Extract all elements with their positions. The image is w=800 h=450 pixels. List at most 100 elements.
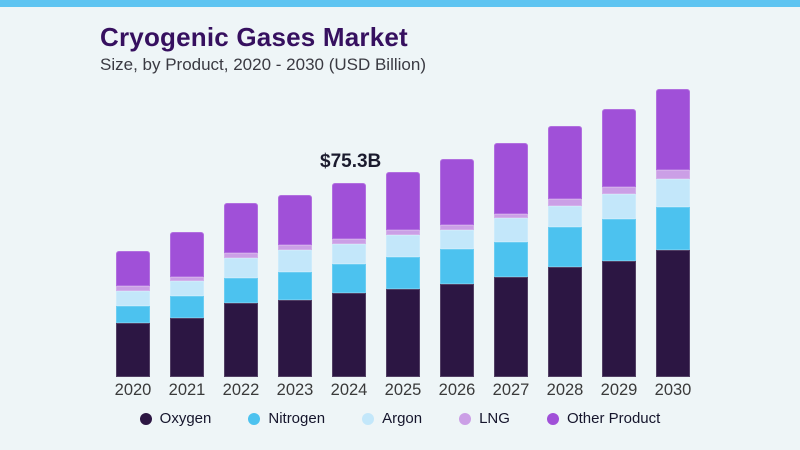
stacked-bar-2020[interactable] (116, 251, 150, 377)
legend-item-other-product[interactable]: Other Product (546, 410, 661, 427)
stacked-bar-2025[interactable] (386, 172, 420, 377)
segment-other-product-2024[interactable] (332, 183, 366, 239)
segment-nitrogen-2022[interactable] (224, 277, 258, 303)
segment-lng-2023[interactable] (278, 244, 312, 250)
segment-argon-2023[interactable] (278, 249, 312, 272)
x-axis-label-2021: 2021 (168, 381, 206, 399)
x-axis-label-2030: 2030 (654, 381, 692, 399)
bar-column-2020: 2020 (114, 251, 152, 400)
segment-oxygen-2027[interactable] (494, 277, 528, 377)
segment-oxygen-2022[interactable] (224, 302, 258, 377)
bar-column-2028: 2028 (546, 125, 584, 400)
segment-nitrogen-2023[interactable] (278, 271, 312, 300)
segment-lng-2020[interactable] (116, 286, 150, 292)
segment-argon-2025[interactable] (386, 235, 420, 257)
segment-argon-2030[interactable] (656, 178, 690, 207)
segment-other-product-2025[interactable] (386, 172, 420, 231)
legend-label: Oxygen (159, 410, 212, 427)
segment-nitrogen-2028[interactable] (548, 227, 582, 267)
segment-other-product-2027[interactable] (494, 143, 528, 214)
stacked-bar-2021[interactable] (170, 232, 204, 377)
segment-lng-2030[interactable] (656, 169, 690, 179)
page-subtitle: Size, by Product, 2020 - 2030 (USD Billi… (100, 55, 426, 74)
bar-column-2023: 2023 (276, 194, 314, 400)
segment-oxygen-2026[interactable] (440, 283, 474, 377)
stacked-bar-2023[interactable] (278, 194, 312, 377)
legend-dot-other-product (546, 412, 559, 425)
segment-other-product-2030[interactable] (656, 88, 690, 170)
x-axis-label-2026: 2026 (438, 381, 476, 399)
stacked-bar-2022[interactable] (224, 203, 258, 377)
segment-other-product-2021[interactable] (170, 232, 204, 277)
segment-other-product-2026[interactable] (440, 158, 474, 225)
segment-nitrogen-2030[interactable] (656, 207, 690, 250)
segment-argon-2027[interactable] (494, 218, 528, 242)
segment-argon-2022[interactable] (224, 257, 258, 278)
segment-nitrogen-2027[interactable] (494, 241, 528, 278)
segment-nitrogen-2026[interactable] (440, 248, 474, 284)
segment-oxygen-2023[interactable] (278, 299, 312, 377)
bar-column-2030: 2030 (654, 88, 692, 400)
segment-other-product-2022[interactable] (224, 203, 258, 253)
legend-label: Other Product (566, 410, 661, 427)
segment-other-product-2028[interactable] (548, 125, 582, 199)
bar-column-2022: 2022 (223, 203, 259, 400)
x-axis-label-2025: 2025 (384, 381, 422, 399)
legend-label: Argon (382, 410, 423, 427)
segment-other-product-2020[interactable] (116, 251, 150, 287)
segment-oxygen-2021[interactable] (170, 317, 204, 377)
segment-oxygen-2028[interactable] (548, 267, 582, 377)
x-axis-label-2023: 2023 (276, 381, 314, 399)
legend-item-argon[interactable]: Argon (362, 410, 422, 427)
segment-nitrogen-2020[interactable] (116, 305, 150, 324)
segment-other-product-2023[interactable] (278, 194, 312, 245)
segment-lng-2025[interactable] (386, 230, 420, 236)
stacked-bar-2026[interactable] (440, 158, 474, 377)
stacked-bar-2029[interactable] (602, 108, 636, 377)
segment-argon-2021[interactable] (170, 280, 204, 297)
x-axis-label-2028: 2028 (546, 381, 584, 399)
segment-nitrogen-2025[interactable] (386, 256, 420, 289)
segment-lng-2027[interactable] (494, 213, 528, 219)
legend-label: Nitrogen (268, 410, 326, 427)
legend-item-oxygen[interactable]: Oxygen (139, 410, 212, 427)
segment-other-product-2029[interactable] (602, 108, 636, 188)
segment-lng-2022[interactable] (224, 252, 258, 258)
legend-item-lng[interactable]: LNG (459, 410, 510, 427)
segment-oxygen-2030[interactable] (656, 249, 690, 377)
segment-oxygen-2029[interactable] (602, 260, 636, 377)
bar-column-2024: 2024 (330, 183, 368, 400)
segment-nitrogen-2021[interactable] (170, 296, 204, 318)
stacked-bar-2027[interactable] (494, 143, 528, 377)
segment-argon-2029[interactable] (602, 193, 636, 219)
segment-argon-2026[interactable] (440, 230, 474, 249)
segment-lng-2028[interactable] (548, 198, 582, 206)
segment-lng-2021[interactable] (170, 276, 204, 281)
stacked-bar-chart: 2020 2021 2022 2023 2024 2025 2026 2027 2028 2029… (114, 88, 692, 400)
x-axis-label-2027: 2027 (492, 381, 530, 399)
peak-value-annotation: $75.3B (320, 151, 382, 172)
segment-argon-2028[interactable] (548, 205, 582, 228)
segment-nitrogen-2029[interactable] (602, 218, 636, 261)
legend-dot-argon (362, 412, 375, 425)
segment-oxygen-2020[interactable] (116, 323, 150, 377)
segment-argon-2024[interactable] (332, 244, 366, 264)
stacked-bar-2028[interactable] (548, 125, 582, 377)
legend-dot-lng (459, 412, 472, 425)
segment-lng-2026[interactable] (440, 224, 474, 231)
stacked-bar-2030[interactable] (656, 88, 690, 377)
segment-argon-2020[interactable] (116, 291, 150, 306)
bar-column-2027: 2027 (492, 143, 530, 400)
chart-legend: Oxygen Nitrogen Argon LNG Other Product (0, 410, 800, 427)
segment-oxygen-2024[interactable] (332, 293, 366, 377)
x-axis-label-2024: 2024 (330, 381, 368, 399)
legend-item-nitrogen[interactable]: Nitrogen (248, 410, 325, 427)
segment-lng-2029[interactable] (602, 187, 636, 194)
segment-oxygen-2025[interactable] (386, 288, 420, 377)
stacked-bar-2024[interactable] (332, 183, 366, 377)
segment-lng-2024[interactable] (332, 238, 366, 245)
x-axis-label-2020: 2020 (114, 381, 152, 399)
legend-dot-nitrogen (248, 412, 261, 425)
bar-column-2025: 2025 (384, 172, 422, 400)
segment-nitrogen-2024[interactable] (332, 263, 366, 294)
